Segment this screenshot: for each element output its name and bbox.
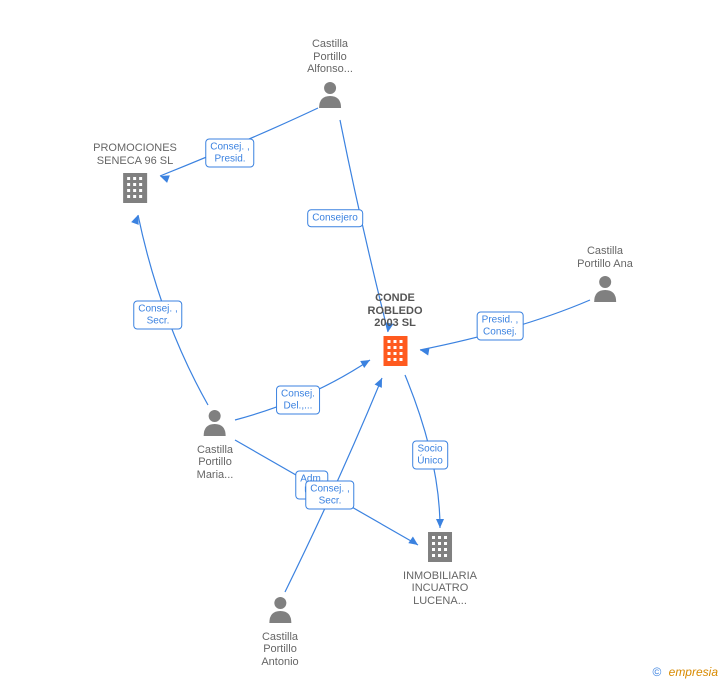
person-icon — [592, 274, 618, 306]
edge-arrowhead — [375, 376, 386, 388]
person-icon — [317, 80, 343, 112]
edge-label: Consej. Del.,... — [276, 386, 320, 415]
edges-layer — [0, 0, 728, 685]
node-company-conde-center[interactable]: CONDE ROBLEDO 2003 SL — [368, 292, 423, 370]
edge-label: Consej. , Secr. — [305, 481, 354, 510]
edge-line — [235, 440, 418, 545]
edge-label-group: Socio Único — [412, 441, 448, 470]
node-label: Castilla Portillo Antonio — [261, 631, 298, 669]
edge-line — [420, 300, 590, 350]
brand-name: empresia — [669, 665, 718, 679]
edge-label: Presid. , Consej. — [477, 312, 524, 341]
edge-label-group: Consej. , Presid. — [205, 139, 254, 168]
edge-arrowhead — [436, 519, 444, 528]
building-icon — [381, 334, 409, 370]
edge-line — [285, 378, 382, 592]
node-person-maria[interactable]: Castilla Portillo Maria... — [197, 408, 234, 482]
edge-label-group: Consejero — [307, 209, 363, 227]
copyright-symbol: © — [652, 665, 661, 679]
node-label: INMOBILIARIA INCUATRO LUCENA... — [403, 570, 477, 608]
building-icon — [426, 530, 454, 566]
edge-line — [235, 360, 370, 420]
building-icon — [121, 171, 149, 207]
edge-line — [138, 215, 208, 405]
node-person-alfonso[interactable]: Castilla Portillo Alfonso... — [307, 38, 353, 112]
node-company-inmobiliaria[interactable]: INMOBILIARIA INCUATRO LUCENA... — [403, 530, 477, 608]
edge-label-group: Consej. , Secr. — [133, 301, 182, 330]
edge-label-group: Adm. U...Consej. , Secr. — [305, 481, 354, 510]
node-person-ana[interactable]: Castilla Portillo Ana — [577, 245, 633, 306]
node-label: Castilla Portillo Alfonso... — [307, 38, 353, 76]
node-person-antonio[interactable]: Castilla Portillo Antonio — [261, 595, 298, 669]
edge-label-group: Consej. Del.,... — [276, 386, 320, 415]
footer-credit: © empresia — [652, 665, 718, 679]
edge-label-group: Presid. , Consej. — [477, 312, 524, 341]
edge-label: Consej. , Presid. — [205, 139, 254, 168]
edge-label: Consejero — [307, 209, 363, 227]
node-label: CONDE ROBLEDO 2003 SL — [368, 292, 423, 330]
edge-line — [405, 375, 440, 528]
node-label: Castilla Portillo Ana — [577, 245, 633, 270]
edge-label: Socio Único — [412, 441, 448, 470]
edge-label-stacked: Adm. U... — [295, 471, 328, 500]
node-label: Castilla Portillo Maria... — [197, 444, 234, 482]
edge-label: Consej. , Secr. — [133, 301, 182, 330]
node-company-promociones[interactable]: PROMOCIONES SENECA 96 SL — [93, 142, 177, 207]
edge-arrowhead — [131, 214, 142, 225]
person-icon — [202, 408, 228, 440]
person-icon — [267, 595, 293, 627]
node-label: PROMOCIONES SENECA 96 SL — [93, 142, 177, 167]
diagram-canvas: Castilla Portillo Alfonso... PROMOCIONES… — [0, 0, 728, 685]
edge-line — [160, 108, 318, 176]
